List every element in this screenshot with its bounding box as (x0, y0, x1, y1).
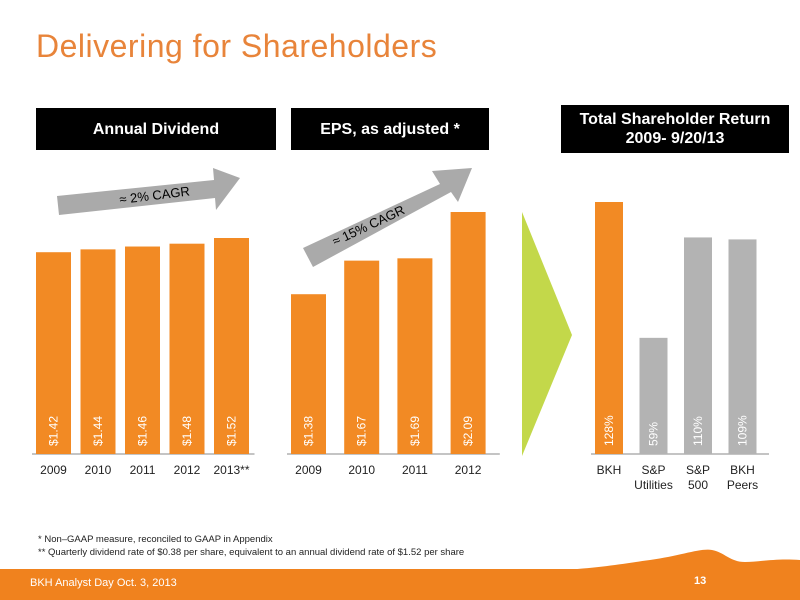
tsr-category-label: Utilities (634, 478, 673, 492)
tsr-category-label: Peers (727, 478, 758, 492)
tsr-category-label: S&P (686, 463, 710, 477)
dividend-bar (214, 238, 249, 454)
eps-category-label: 2009 (295, 463, 322, 477)
tsr-category-label: BKH (597, 463, 622, 477)
header-tsr-line1: Total Shareholder Return (579, 111, 771, 128)
dividend-value-label: $1.46 (136, 416, 150, 446)
tsr-chart: 128%BKH59%S&PUtilities110%S&P500109%BKHP… (591, 202, 769, 492)
eps-category-label: 2011 (402, 463, 428, 477)
header-eps-label: EPS, as adjusted * (320, 120, 460, 138)
page-number: 13 (694, 575, 707, 587)
eps-bar (291, 294, 326, 454)
eps-value-label: $1.67 (355, 416, 369, 446)
green-transition-arrow (522, 212, 572, 456)
dividend-category-label: 2010 (85, 463, 112, 477)
eps-bar (397, 258, 433, 454)
tsr-category-label: 500 (688, 478, 708, 492)
footer-text: BKH Analyst Day Oct. 3, 2013 (30, 577, 177, 589)
dividend-bar (36, 252, 71, 454)
header-annual-dividend: Annual Dividend (36, 108, 276, 150)
tsr-value-label: 128% (602, 415, 616, 446)
footnote-2: ** Quarterly dividend rate of $0.38 per … (38, 547, 465, 558)
header-annual-dividend-label: Annual Dividend (92, 120, 220, 138)
tsr-category-label: BKH (730, 463, 755, 477)
tsr-value-label: 109% (736, 415, 750, 446)
dividend-value-label: $1.48 (180, 416, 194, 446)
dividend-chart: $1.42 2009 $1.44 2010 $1.46 2011 $1.48 2012 $1.5… (32, 238, 255, 477)
eps-value-label: $2.09 (461, 416, 475, 446)
header-eps: EPS, as adjusted * (291, 108, 489, 150)
header-tsr-line2: 2009- 9/20/13 (625, 130, 725, 147)
dividend-value-label: $1.42 (47, 416, 61, 446)
tsr-value-label: 110% (691, 416, 705, 446)
tsr-value-label: 59% (647, 422, 661, 446)
footer-bar (0, 569, 800, 600)
page-title: Delivering for Shareholders (36, 28, 438, 64)
dividend-bar (169, 243, 205, 454)
dividend-bar (125, 246, 160, 454)
footnote-1: * Non–GAAP measure, reconciled to GAAP i… (38, 534, 273, 545)
footer-wave (0, 549, 800, 572)
tsr-category-label: S&P (641, 463, 665, 477)
eps-category-label: 2010 (348, 463, 375, 477)
eps-value-label: $1.38 (302, 416, 316, 446)
eps-category-label: 2012 (455, 463, 482, 477)
dividend-value-label: $1.44 (91, 416, 105, 446)
tsr-bar (728, 239, 757, 454)
eps-cagr-arrow (303, 168, 472, 267)
eps-bar (344, 260, 380, 454)
header-tsr: Total Shareholder Return 2009- 9/20/13 (561, 105, 789, 153)
dividend-category-label: 2012 (174, 463, 201, 477)
dividend-category-label: 2009 (40, 463, 67, 477)
dividend-category-label: 2013** (213, 463, 249, 477)
eps-cagr-label: ≈ 15% CAGR (330, 202, 407, 249)
dividend-value-label: $1.52 (225, 416, 239, 446)
dividend-cagr-arrow (57, 168, 240, 215)
tsr-bar (595, 202, 623, 454)
eps-bar (450, 212, 486, 454)
eps-chart: $1.38 2009 $1.67 2010 $1.69 2011 $2.09 2012 (287, 212, 500, 477)
tsr-bar (684, 237, 712, 454)
tsr-bar (639, 337, 668, 454)
eps-value-label: $1.69 (408, 416, 422, 446)
footnotes: * Non–GAAP measure, reconciled to GAAP i… (38, 533, 464, 559)
dividend-bar (80, 249, 116, 454)
dividend-category-label: 2011 (130, 463, 156, 477)
